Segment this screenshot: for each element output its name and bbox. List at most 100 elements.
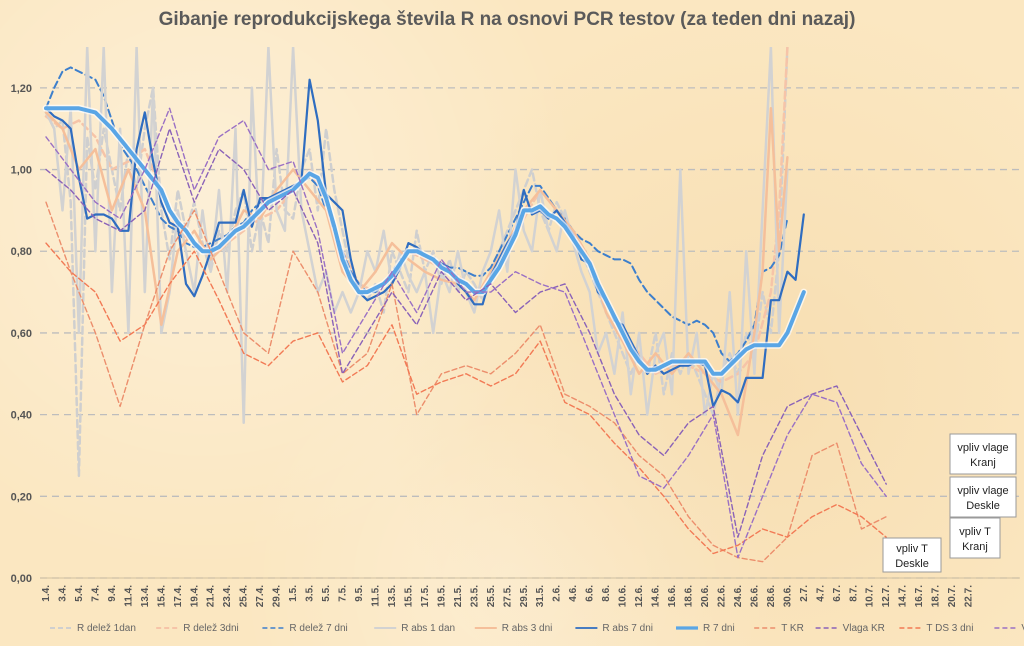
annotation-frame — [949, 476, 1017, 518]
annotation-line-2: Deskle — [895, 558, 929, 570]
x-tick-label: 17.5. — [420, 585, 431, 607]
x-tick-label: 28.6. — [766, 585, 777, 607]
x-tick-label: 18.6. — [684, 585, 695, 607]
series-layer — [42, 47, 887, 563]
y-tick-label: 1,20 — [11, 83, 32, 95]
x-tick-label: 8.6. — [601, 585, 612, 602]
annotation-box: vpliv T Kranj — [949, 517, 1001, 559]
x-tick-label: 25.5. — [486, 585, 497, 607]
x-tick-label: 11.4. — [123, 585, 134, 607]
series-line-9 — [45, 127, 887, 538]
legend-item: R 7 dni — [676, 623, 735, 634]
x-tick-label: 13.4. — [140, 585, 151, 607]
legend-item: R delež 7 dni — [262, 623, 348, 634]
y-tick-label: 0,00 — [11, 573, 32, 585]
x-tick-label: 30.6. — [782, 585, 793, 607]
x-tick-label: 1.4. — [41, 585, 52, 602]
legend-item: R abs 3 dni — [474, 623, 553, 634]
legend-item: R delež 1dan — [50, 623, 136, 634]
x-tick-label: 1.5. — [288, 585, 299, 602]
y-tick-label: 0,20 — [11, 491, 32, 503]
x-tick-label: 14.7. — [898, 585, 909, 607]
x-tick-label: 7.5. — [338, 585, 349, 602]
x-tick-label: 6.6. — [585, 585, 596, 602]
legend-item: T DS 3 dni — [899, 623, 973, 634]
x-tick-label: 20.6. — [700, 585, 711, 607]
x-tick-label: 2.6. — [552, 585, 563, 602]
x-tick-label: 19.5. — [436, 585, 447, 607]
x-axis: 1.4. 3.4. 5.4. 7.4. 9.4. 11.4. 13.4. 15.4. 17.4.… — [41, 585, 975, 607]
legend-label: R delež 3dni — [183, 623, 239, 634]
x-tick-label: 22.6. — [716, 585, 727, 607]
chart-legend: R delež 1dan R delež 3dni R delež 7 dni R a… — [50, 623, 1024, 634]
x-tick-label: 15.5. — [403, 585, 414, 607]
x-tick-label: 21.4. — [206, 585, 217, 607]
annotation-frame — [882, 537, 942, 573]
legend-label: R abs 1 dan — [401, 623, 455, 634]
x-tick-label: 4.7. — [815, 585, 826, 602]
legend-label: R 7 dni — [703, 623, 735, 634]
legend-label: T KR — [781, 623, 804, 634]
chart-grid — [40, 87, 1020, 579]
annotation-line-2: Kranj — [970, 457, 996, 469]
x-tick-label: 9.4. — [107, 585, 118, 602]
legend-label: Vlaga Deskle — [1021, 623, 1024, 634]
x-tick-label: 5.5. — [321, 585, 332, 602]
series-line-1 — [44, 47, 789, 478]
x-tick-label: 12.6. — [634, 585, 645, 607]
annotation-box: vpliv vlage Kranj — [949, 433, 1017, 475]
legend-label: R abs 3 dni — [502, 623, 553, 634]
series-line-6 — [44, 78, 805, 408]
annotation-frame — [949, 433, 1017, 475]
legend-item: T KR — [754, 623, 804, 634]
annotation-frame — [949, 517, 1001, 559]
x-tick-label: 16.7. — [914, 585, 925, 607]
x-tick-label: 6.7. — [832, 585, 843, 602]
x-tick-label: 31.5. — [535, 585, 546, 607]
legend-label: Vlaga KR — [843, 623, 885, 634]
y-tick-label: 0,80 — [11, 246, 32, 258]
x-tick-label: 2.7. — [799, 585, 810, 602]
x-tick-label: 17.4. — [173, 585, 184, 607]
x-tick-label: 29.4. — [272, 585, 283, 607]
chart-title: Gibanje reprodukcijskega števila R na os… — [159, 9, 856, 30]
series-line-halo — [42, 104, 808, 378]
x-tick-label: 3.4. — [57, 585, 68, 602]
x-tick-label: 4.6. — [568, 585, 579, 602]
x-tick-label: 12.7. — [881, 585, 892, 607]
legend-item: R abs 1 dan — [374, 623, 455, 634]
annotation-line-1: vpliv vlage — [957, 442, 1008, 454]
x-tick-label: 19.4. — [189, 585, 200, 607]
series-line-10 — [45, 242, 887, 555]
annotation-line-1: vpliv T — [959, 526, 991, 538]
x-tick-label: 25.4. — [239, 585, 250, 607]
x-tick-label: 23.4. — [222, 585, 233, 607]
y-axis: 0,00 0,20 0,40 0,60 0,80 1,00 1,20 — [11, 83, 32, 585]
x-tick-label: 16.6. — [667, 585, 678, 607]
legend-label: R delež 7 dni — [289, 623, 347, 634]
x-tick-label: 22.7. — [964, 585, 975, 607]
annotation-box: vpliv T Deskle — [882, 537, 942, 573]
x-tick-label: 21.5. — [453, 585, 464, 607]
x-tick-label: 18.7. — [931, 585, 942, 607]
x-tick-label: 20.7. — [947, 585, 958, 607]
x-tick-label: 24.6. — [733, 585, 744, 607]
legend-item: Vlaga KR — [815, 623, 885, 634]
x-tick-label: 14.6. — [651, 585, 662, 607]
legend-item: R delež 3dni — [156, 623, 239, 634]
annotation-line-1: vpliv T — [896, 543, 928, 555]
x-tick-label: 10.7. — [865, 585, 876, 607]
annotation-box: vpliv vlage Deskle — [949, 476, 1017, 518]
series-line-11 — [45, 107, 887, 559]
y-tick-label: 1,00 — [11, 165, 32, 177]
x-tick-label: 23.5. — [469, 585, 480, 607]
legend-item: R abs 7 dni — [575, 623, 653, 634]
x-tick-label: 7.4. — [90, 585, 101, 602]
y-tick-label: 0,40 — [11, 410, 32, 422]
x-tick-label: 29.5. — [519, 585, 530, 607]
x-tick-label: 11.5. — [370, 585, 381, 607]
annotation-line-1: vpliv vlage — [957, 485, 1008, 497]
x-tick-label: 8.7. — [848, 585, 859, 602]
